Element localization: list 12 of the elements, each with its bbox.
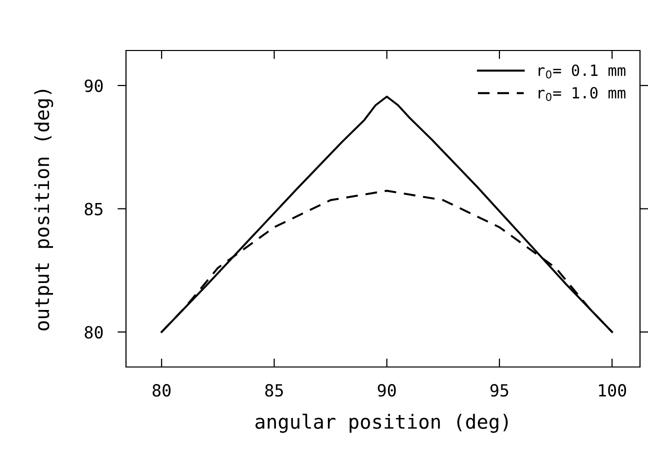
x-tick-label: 95 bbox=[490, 384, 508, 397]
x-axis-title: angular position (deg) bbox=[255, 414, 508, 433]
legend-label: r$_{0}$= 0.1 mm bbox=[538, 64, 626, 78]
y-tick-label: 80 bbox=[84, 326, 103, 339]
x-tick-label: 85 bbox=[265, 384, 283, 397]
y-tick-label: 90 bbox=[84, 80, 103, 92]
x-tick-label: 100 bbox=[599, 384, 626, 397]
x-tick-label: 90 bbox=[378, 384, 396, 397]
legend-label: r$_{0}$= 1.0 mm bbox=[538, 86, 626, 101]
y-axis-title: output position (deg) bbox=[34, 90, 54, 330]
y-tick-label: 85 bbox=[84, 202, 102, 216]
x-tick-label: 80 bbox=[152, 384, 171, 397]
